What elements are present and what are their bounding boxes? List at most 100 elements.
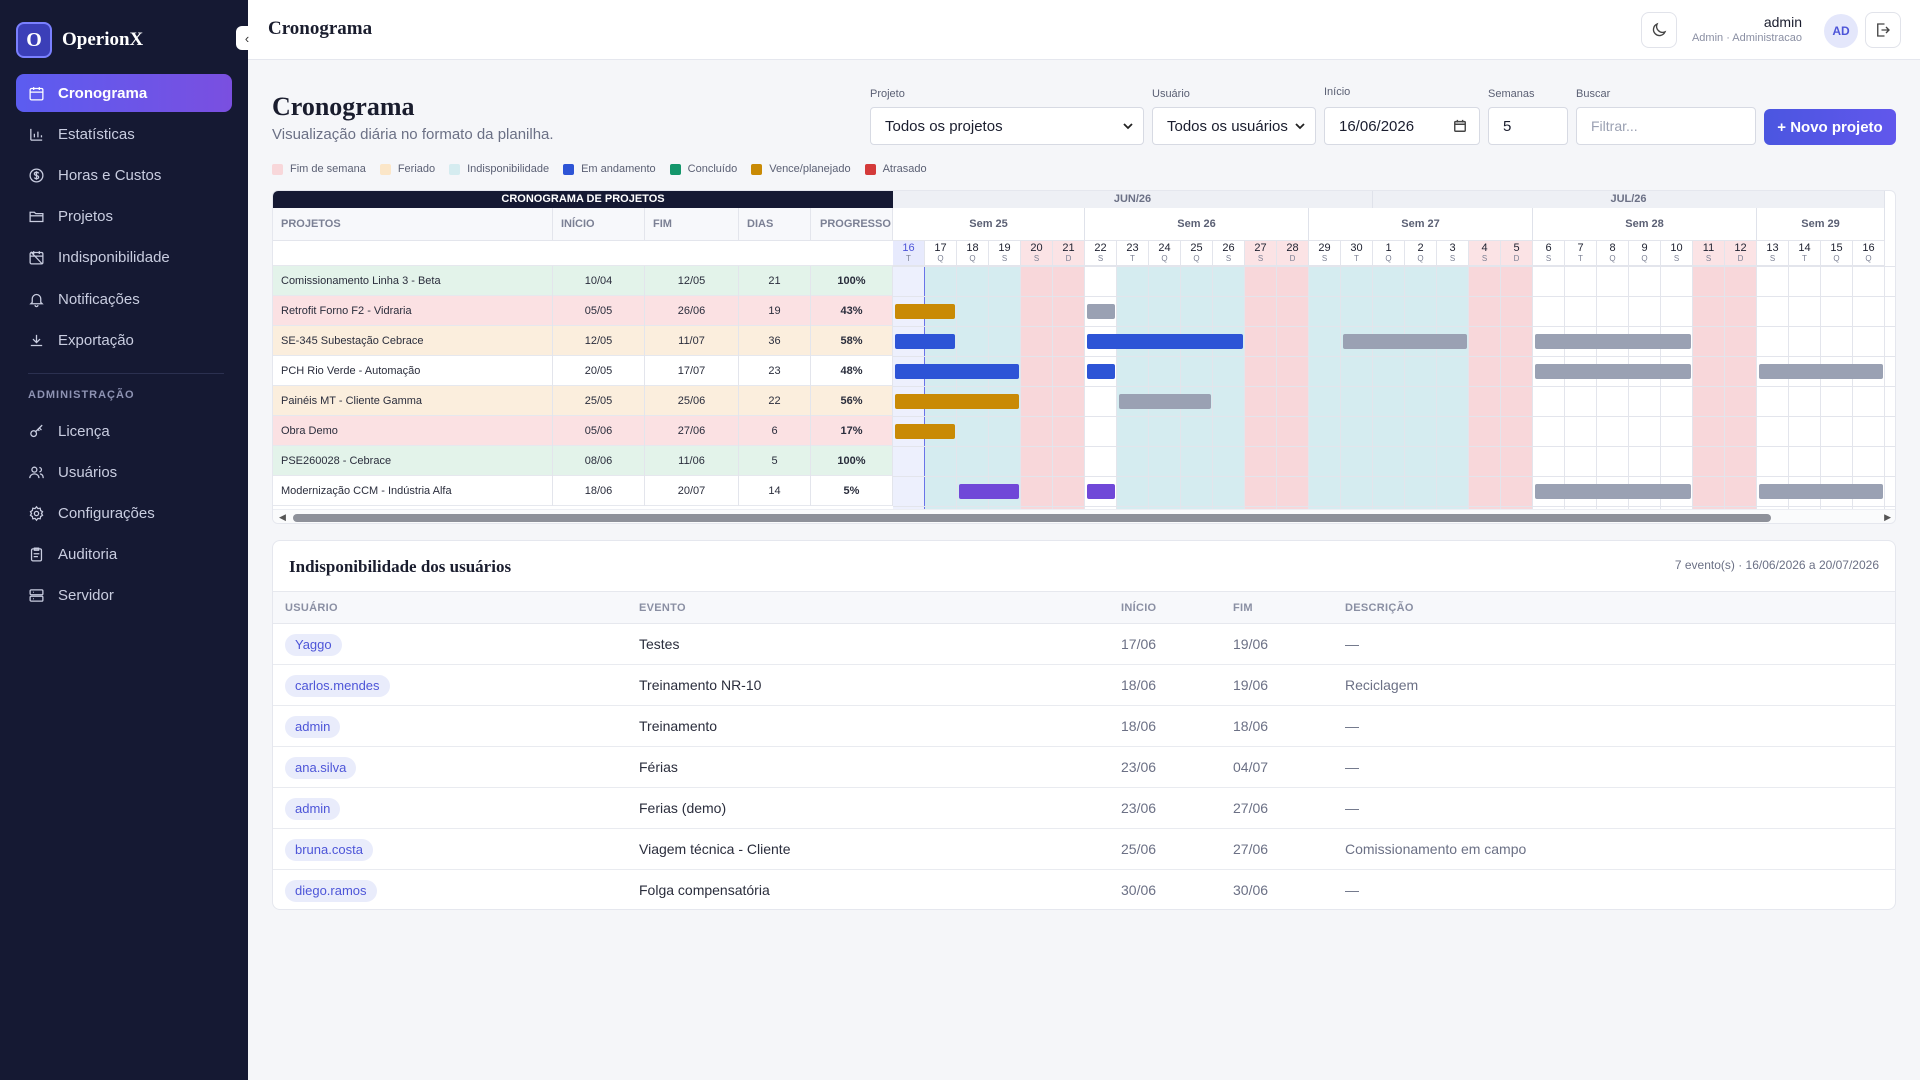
gantt-bar[interactable] xyxy=(1087,364,1115,379)
week-header: Sem 25 xyxy=(893,208,1085,241)
calendar-off-icon xyxy=(29,251,44,265)
chevron-left-icon: ‹ xyxy=(244,30,250,46)
gantt-bar[interactable] xyxy=(1087,334,1243,349)
day-header: 11 S xyxy=(1693,241,1725,266)
table-row[interactable]: carlos.mendes Treinamento NR-10 18/06 19/06… xyxy=(273,665,1895,706)
scrollbar-thumb[interactable] xyxy=(293,514,1771,522)
sidebar-item-exportacao[interactable]: Exportação xyxy=(16,321,232,359)
gantt-bar[interactable] xyxy=(895,334,955,349)
day-number: 18 xyxy=(966,242,979,254)
day-column xyxy=(1213,266,1245,509)
sidebar-item-horas-e-custos[interactable]: Horas e Custos xyxy=(16,156,232,194)
table-row[interactable]: bruna.costa Viagem técnica - Cliente 25/06… xyxy=(273,829,1895,870)
gantt-bar[interactable] xyxy=(1535,364,1691,379)
brand[interactable]: O OperionX xyxy=(16,22,143,58)
gantt-bar[interactable] xyxy=(1759,484,1883,499)
gantt-bar[interactable] xyxy=(1343,334,1467,349)
day-column xyxy=(1725,266,1757,509)
project-start: 05/05 xyxy=(553,296,645,326)
search-input[interactable]: Filtrar... xyxy=(1576,107,1756,145)
gantt-bar[interactable] xyxy=(895,424,955,439)
gantt-bar[interactable] xyxy=(1087,484,1115,499)
sidebar-item-configuracoes[interactable]: Configurações xyxy=(16,494,232,532)
gantt-bar[interactable] xyxy=(895,364,1019,379)
sidebar-item-usuarios[interactable]: Usuários xyxy=(16,453,232,491)
user-chip[interactable]: ana.silva xyxy=(285,757,357,779)
server-icon xyxy=(29,589,44,603)
end-cell: 30/06 xyxy=(1233,882,1269,898)
event-cell: Treinamento xyxy=(639,718,718,734)
sidebar-item-auditoria[interactable]: Auditoria xyxy=(16,536,232,574)
user-chip[interactable]: diego.ramos xyxy=(285,880,377,902)
project-start: 25/05 xyxy=(553,386,645,416)
gantt-project-row[interactable]: Modernização CCM - Indústria Alfa 18/06 20… xyxy=(273,476,893,506)
week-header: Sem 28 xyxy=(1533,208,1757,241)
gantt-project-row[interactable]: Obra Demo 05/06 27/06 6 17% xyxy=(273,416,893,446)
day-weekday: Q xyxy=(937,254,944,263)
day-number: 7 xyxy=(1577,242,1584,254)
sidebar-section-admin: ADMINISTRAÇÃO xyxy=(28,389,135,401)
sidebar-item-label: Indisponibilidade xyxy=(58,249,170,267)
user-chip[interactable]: admin xyxy=(285,798,341,820)
sidebar-item-notificacoes[interactable]: Notificações xyxy=(16,280,232,318)
table-row[interactable]: admin Treinamento 18/06 18/06 — xyxy=(273,706,1895,747)
gantt-bar[interactable] xyxy=(1535,484,1691,499)
gantt-bar[interactable] xyxy=(1759,364,1883,379)
download-icon xyxy=(30,334,43,346)
gantt-project-row[interactable]: PSE260028 - Cebrace 08/06 11/06 5 100% xyxy=(273,446,893,476)
user-chip[interactable]: admin xyxy=(285,716,341,738)
gantt-bar[interactable] xyxy=(895,394,1019,409)
gantt-project-row[interactable]: Retrofit Forno F2 - Vidraria 05/05 26/06 19… xyxy=(273,296,893,326)
gantt-bar[interactable] xyxy=(1119,394,1211,409)
table-row[interactable]: admin Ferias (demo) 23/06 27/06 — xyxy=(273,788,1895,829)
day-column xyxy=(1309,266,1341,509)
collapse-sidebar-button[interactable]: ‹ xyxy=(236,26,258,50)
day-header: 17 Q xyxy=(925,241,957,266)
table-row[interactable]: diego.ramos Folga compensatória 30/06 30/06… xyxy=(273,870,1895,909)
new-project-button[interactable]: + Novo projeto xyxy=(1764,109,1896,145)
user-chip[interactable]: carlos.mendes xyxy=(285,675,390,697)
gantt-project-row[interactable]: Comissionamento Linha 3 - Beta 10/04 12/05… xyxy=(273,266,893,296)
user-select[interactable]: Todos os usuários xyxy=(1152,107,1316,145)
table-row[interactable]: Yaggo Testes 17/06 19/06 — xyxy=(273,624,1895,665)
day-column xyxy=(1501,266,1533,509)
day-number: 19 xyxy=(998,242,1011,254)
legend-label: Em andamento xyxy=(581,163,656,175)
gantt-bar[interactable] xyxy=(959,484,1019,499)
sidebar-item-licenca[interactable]: Licença xyxy=(16,412,232,450)
project-select[interactable]: Todos os projetos xyxy=(870,107,1144,145)
sidebar-item-servidor[interactable]: Servidor xyxy=(16,577,232,615)
unavailability-card: Indisponibilidade dos usuários 7 evento(… xyxy=(272,540,1896,910)
scroll-right-icon[interactable]: ▶ xyxy=(1884,512,1891,522)
gear-icon xyxy=(29,505,44,522)
gantt-project-row[interactable]: Painéis MT - Cliente Gamma 25/05 25/06 22 56… xyxy=(273,386,893,416)
gantt-project-row[interactable]: SE-345 Subestação Cebrace 12/05 11/07 36 58% xyxy=(273,326,893,356)
sidebar-item-projetos[interactable]: Projetos xyxy=(16,198,232,236)
sidebar-item-indisponibilidade[interactable]: Indisponibilidade xyxy=(16,239,232,277)
weeks-input[interactable]: 5 xyxy=(1488,107,1568,145)
gantt-scrollbar[interactable]: ◀ ▶ xyxy=(273,509,1895,523)
day-weekday: S xyxy=(1257,254,1264,263)
avatar[interactable]: AD xyxy=(1824,14,1858,48)
project-end: 20/07 xyxy=(645,476,739,506)
day-number: 4 xyxy=(1481,242,1488,254)
scroll-left-icon[interactable]: ◀ xyxy=(279,512,286,522)
gantt-bar[interactable] xyxy=(1535,334,1691,349)
day-header: 10 S xyxy=(1661,241,1693,266)
logout-button[interactable] xyxy=(1865,12,1901,48)
user-chip[interactable]: Yaggo xyxy=(285,634,342,656)
user-chip[interactable]: bruna.costa xyxy=(285,839,373,861)
sidebar-item-label: Horas e Custos xyxy=(58,166,162,184)
users-icon xyxy=(29,466,44,478)
gantt-project-row[interactable]: PCH Rio Verde - Automação 20/05 17/07 23 48% xyxy=(273,356,893,386)
sidebar-item-estatisticas[interactable]: Estatísticas xyxy=(16,115,232,153)
start-date-input[interactable]: 16/06/2026 xyxy=(1324,107,1480,145)
gantt-bar[interactable] xyxy=(1087,304,1115,319)
sidebar-item-cronograma[interactable]: Cronograma xyxy=(16,74,232,112)
theme-toggle-button[interactable] xyxy=(1641,12,1677,48)
table-row[interactable]: ana.silva Férias 23/06 04/07 — xyxy=(273,747,1895,788)
day-number: 23 xyxy=(1126,242,1139,254)
col-header-description: DESCRIÇÃO xyxy=(1345,602,1414,614)
gantt-bar[interactable] xyxy=(895,304,955,319)
day-column xyxy=(1149,266,1181,509)
